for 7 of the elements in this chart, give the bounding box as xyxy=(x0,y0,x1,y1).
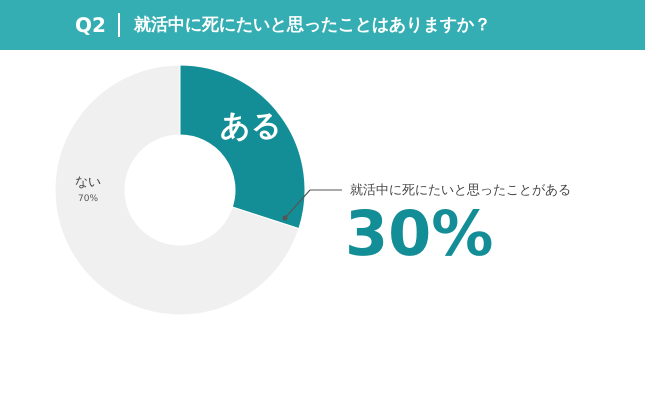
text: 就活中に死にたいと思ったことがある xyxy=(350,183,571,198)
chart-title: Q2 xyxy=(75,13,107,37)
data-label: 30% xyxy=(345,197,494,270)
chart-subtitle: 就活中に死にたいと思ったことはありますか？ xyxy=(118,13,491,37)
slice-label: ない xyxy=(75,175,101,190)
slice-label: ある xyxy=(220,108,282,144)
data-label: 70% xyxy=(78,194,98,204)
